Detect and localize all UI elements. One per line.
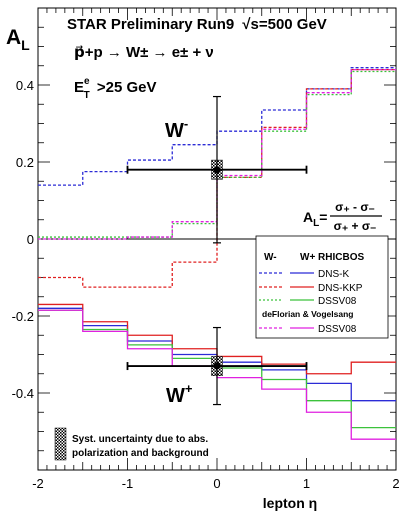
syst-note-swatch <box>54 427 67 461</box>
legend-col-wplus: W+ RHICBOS <box>300 252 365 263</box>
x-tick-label: -1 <box>122 476 134 491</box>
w-minus-label: W- <box>165 116 188 142</box>
w-plus-label: W+ <box>166 381 193 407</box>
data-points <box>126 95 308 406</box>
x-tick-label: -2 <box>32 476 44 491</box>
legend-entry-dfv-dssv08: DSSV08 <box>318 324 357 335</box>
y-tick-label: 0 <box>27 232 34 247</box>
y-tick-label: -0.4 <box>12 386 34 401</box>
syst-note-line-1: Syst. uncertainty due to abs. <box>72 434 208 445</box>
y-axis-label: AL <box>6 26 30 53</box>
svg-text:AL=: AL= <box>303 209 327 229</box>
x-tick-label: 1 <box>303 476 310 491</box>
legend-entry-dnsk: DNS-K <box>318 269 349 280</box>
header-line-2: p⃗+p → W± → e± + ν <box>74 44 214 61</box>
legend-entry-dnskkp: DNS-KKP <box>318 283 363 294</box>
series-line <box>38 70 396 238</box>
axis-tick-labels: -2 -1 0 1 2 -0.4 -0.2 0 0.2 0.4 <box>12 78 400 491</box>
y-tick-label: 0.4 <box>16 78 34 93</box>
y-tick-label: -0.2 <box>12 309 34 324</box>
legend-entry-dssv08: DSSV08 <box>318 296 357 307</box>
legend-col-wminus: W- <box>264 252 277 263</box>
data-point <box>213 362 221 370</box>
x-axis-label: lepton η <box>263 495 317 511</box>
syst-note: Syst. uncertainty due to abs. polarizati… <box>54 427 209 461</box>
syst-note-line-2: polarization and background <box>72 448 209 459</box>
y-tick-label: 0.2 <box>16 155 34 170</box>
header-line-1: STAR Preliminary Run9 √s=500 GeV <box>67 16 327 33</box>
x-tick-label: 2 <box>392 476 399 491</box>
series-line <box>38 68 396 288</box>
asymmetry-formula: AL= σ₊ - σ₋ σ₊ + σ₋ <box>303 200 382 233</box>
formula-numerator: σ₊ - σ₋ <box>335 200 375 214</box>
legend-group2-title: deFlorian & Vogelsang <box>262 309 353 319</box>
data-point <box>213 166 221 174</box>
x-tick-label: 0 <box>213 476 220 491</box>
header-line-3: Ee T >25 GeV <box>74 76 156 101</box>
legend-box <box>255 235 389 339</box>
legend: W- W+ RHICBOS DNS-K DNS-KKP DSSV08 deFlo… <box>255 235 389 339</box>
formula-denominator: σ₊ + σ₋ <box>334 219 377 233</box>
